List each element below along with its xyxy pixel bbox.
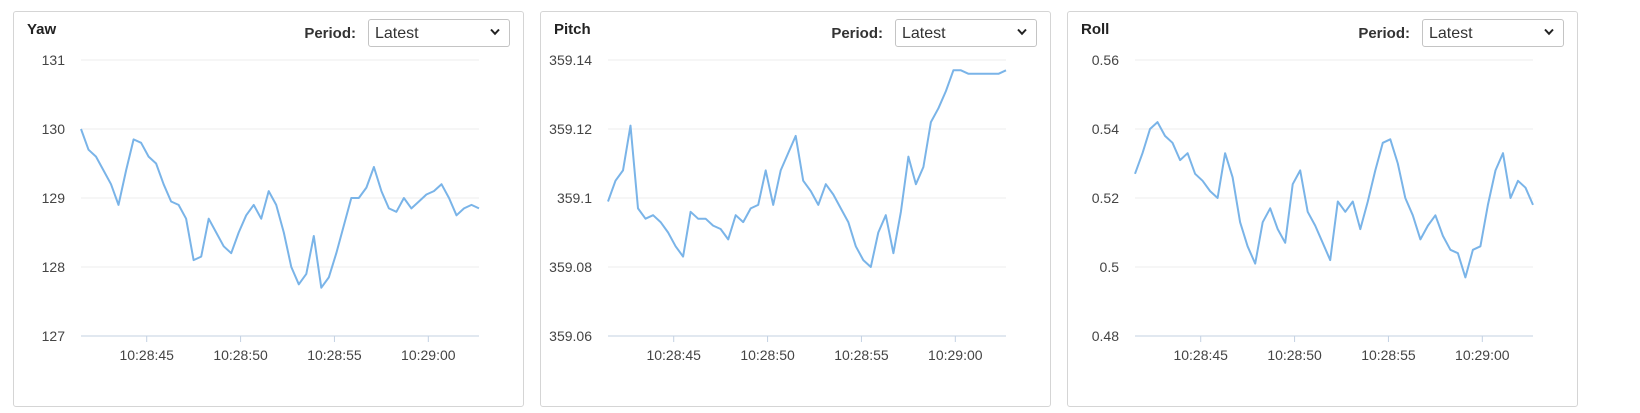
- series-line: [607, 69, 1007, 268]
- roll-period-value: Latest: [1429, 25, 1473, 42]
- series-line: [1134, 121, 1534, 279]
- y-tick-label: 127: [42, 328, 66, 344]
- pitch-panel: 359.06 359.08 359.1 359.12 359.14 10:28:45 10:…: [540, 11, 1051, 407]
- y-tick-label: 0.56: [1092, 52, 1119, 68]
- x-tick-label: 10:28:45: [119, 347, 174, 363]
- y-tick-label: 359.08: [549, 259, 592, 275]
- x-tick-label: 10:29:00: [401, 347, 456, 363]
- x-tick-label: 10:29:00: [1455, 347, 1510, 363]
- x-tick-label: 10:28:50: [213, 347, 268, 363]
- x-tick-label: 10:28:50: [740, 347, 795, 363]
- yaw-title: Yaw: [27, 21, 57, 38]
- x-tick-label: 10:28:55: [1361, 347, 1416, 363]
- pitch-period-control: Period: Latest: [831, 19, 1037, 47]
- y-tick-label: 131: [42, 52, 66, 68]
- chevron-down-icon: [490, 28, 500, 36]
- y-tick-label: 0.52: [1092, 190, 1119, 206]
- pitch-period-select[interactable]: Latest: [895, 19, 1037, 47]
- pitch-chart: 359.06 359.08 359.1 359.12 359.14 10:28:45 10:…: [549, 52, 1007, 363]
- roll-period-label: Period:: [1358, 24, 1410, 42]
- roll-panel: 0.48 0.5 0.52 0.54 0.56 10:28:45 10:28:50 10:28…: [1067, 11, 1578, 407]
- x-tick-label: 10:28:45: [646, 347, 701, 363]
- y-tick-label: 359.12: [549, 121, 592, 137]
- roll-period-control: Period: Latest: [1358, 19, 1564, 47]
- y-tick-label: 359.14: [549, 52, 592, 68]
- roll-chart: 0.48 0.5 0.52 0.54 0.56 10:28:45 10:28:50 10:28…: [1092, 52, 1534, 363]
- x-tick-label: 10:28:45: [1173, 347, 1228, 363]
- chevron-down-icon: [1017, 28, 1027, 36]
- y-tick-label: 0.48: [1092, 328, 1119, 344]
- pitch-period-label: Period:: [831, 24, 883, 42]
- yaw-period-value: Latest: [375, 25, 419, 42]
- y-tick-label: 359.1: [557, 190, 592, 206]
- x-tick-label: 10:28:55: [307, 347, 362, 363]
- yaw-period-select[interactable]: Latest: [368, 19, 510, 47]
- pitch-period-value: Latest: [902, 25, 946, 42]
- x-tick-label: 10:28:55: [834, 347, 889, 363]
- chevron-down-icon: [1544, 28, 1554, 36]
- yaw-panel: 127 128 129 130 131 10:28:45 10:28:50 10:28:55 1…: [13, 11, 524, 407]
- y-tick-label: 130: [42, 121, 66, 137]
- yaw-chart: 127 128 129 130 131 10:28:45 10:28:50 10:28:55 1…: [42, 52, 480, 363]
- x-tick-label: 10:28:50: [1267, 347, 1322, 363]
- pitch-title: Pitch: [554, 21, 591, 38]
- yaw-period-control: Period: Latest: [304, 19, 510, 47]
- y-tick-label: 128: [42, 259, 66, 275]
- y-tick-label: 129: [42, 190, 66, 206]
- series-line: [80, 128, 480, 289]
- y-tick-label: 0.5: [1100, 259, 1120, 275]
- roll-period-select[interactable]: Latest: [1422, 19, 1564, 47]
- yaw-period-label: Period:: [304, 24, 356, 42]
- y-tick-label: 0.54: [1092, 121, 1119, 137]
- y-tick-label: 359.06: [549, 328, 592, 344]
- roll-title: Roll: [1081, 21, 1110, 38]
- x-tick-label: 10:29:00: [928, 347, 983, 363]
